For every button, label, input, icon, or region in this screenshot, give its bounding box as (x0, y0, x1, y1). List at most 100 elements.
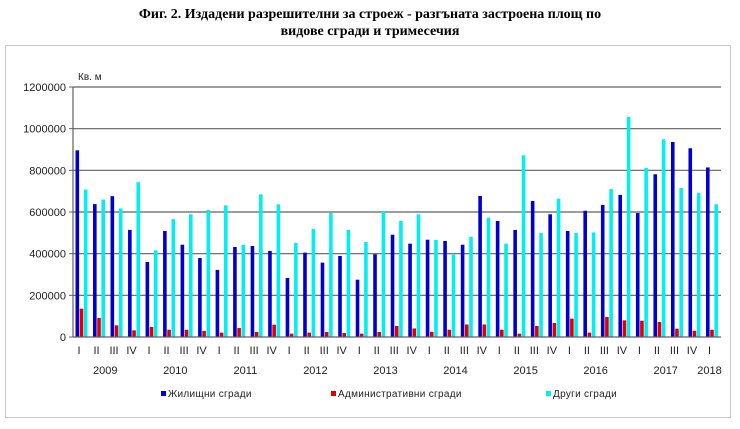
bar-other (451, 254, 456, 337)
bar-other (486, 217, 491, 338)
bar-other (504, 243, 508, 337)
bar-other (153, 250, 158, 337)
bar-other (83, 189, 88, 337)
bar-residential (320, 262, 325, 338)
bar-residential (250, 245, 255, 337)
legend-label: Административни сгради (338, 389, 462, 400)
bar-other (276, 204, 281, 337)
bar-residential (565, 230, 570, 337)
bar-administrative (675, 328, 679, 337)
bar-other (381, 210, 386, 337)
bar-administrative (692, 330, 697, 337)
x-year-label: 2010 (163, 365, 187, 377)
x-quarter-label: III (530, 345, 539, 357)
x-quarter-label: IV (336, 345, 347, 357)
bar-series (75, 117, 718, 338)
x-quarter-label: I (218, 345, 221, 357)
y-tick-label: 400000 (29, 249, 66, 261)
bar-other (399, 220, 403, 337)
bar-residential (408, 243, 412, 337)
bar-administrative (657, 322, 662, 337)
x-quarter-label: II (584, 345, 590, 357)
bar-residential (583, 210, 587, 337)
bar-administrative (377, 332, 382, 337)
legend-swatch (331, 391, 336, 396)
bar-administrative (202, 330, 206, 337)
x-quarter-label: IV (687, 345, 698, 357)
bar-residential (653, 174, 658, 337)
x-quarter-label: IV (547, 345, 558, 357)
bar-administrative (307, 332, 311, 338)
x-quarter-label: III (250, 345, 259, 357)
bar-other (521, 155, 526, 337)
bar-residential (338, 255, 342, 337)
bar-other (469, 236, 473, 337)
bar-residential (600, 204, 605, 337)
y-tick-label: 1200000 (23, 82, 66, 94)
bar-other (574, 233, 578, 337)
bar-residential (233, 247, 237, 337)
bar-administrative (254, 332, 259, 337)
bar-administrative (219, 332, 224, 338)
bar-administrative (482, 324, 487, 337)
bar-residential (373, 254, 377, 337)
bar-residential (688, 148, 693, 337)
bar-residential (495, 220, 500, 337)
y-tick-label: 0 (60, 332, 66, 344)
chart-title-line1: Фиг. 2. Издадени разрешителни за строеж … (138, 7, 602, 22)
bar-administrative (359, 333, 364, 337)
bar-administrative (394, 325, 399, 337)
bar-residential (670, 142, 675, 337)
bar-residential (548, 214, 552, 337)
bar-residential (285, 278, 290, 337)
bar-residential (460, 244, 465, 337)
bar-residential (128, 229, 132, 337)
bar-residential (513, 229, 517, 337)
x-quarter-label: I (358, 345, 361, 357)
bar-residential (180, 244, 185, 337)
bar-administrative (447, 329, 452, 337)
x-quarter-label: I (148, 345, 151, 357)
bar-residential (268, 250, 272, 337)
bar-other (241, 244, 246, 337)
bar-administrative (114, 325, 119, 337)
bar-other (329, 213, 333, 337)
bar-administrative (429, 331, 434, 337)
bar-administrative (710, 329, 714, 337)
bar-residential (390, 234, 395, 337)
bar-administrative (535, 325, 539, 337)
bar-residential (618, 194, 623, 337)
bar-other (714, 204, 718, 337)
bar-administrative (272, 324, 276, 337)
bar-administrative (412, 328, 417, 337)
bar-administrative (622, 320, 627, 337)
x-quarter-label: I (708, 345, 711, 357)
bar-residential (110, 196, 115, 337)
x-quarter-label: III (670, 345, 679, 357)
bar-other (434, 239, 438, 337)
x-quarter-label: III (109, 345, 118, 357)
x-quarter-label: III (390, 345, 399, 357)
x-axis-quarter-labels: I II III IV I II III IV I II III IV I II III IV I II III IV… (77, 345, 711, 357)
bar-administrative (552, 323, 557, 337)
x-quarter-label: II (444, 345, 450, 357)
x-quarter-label: IV (266, 345, 277, 357)
x-quarter-label: I (568, 345, 571, 357)
x-quarter-label: III (320, 345, 329, 357)
legend-label: Други сгради (553, 389, 617, 400)
chart-title: Фиг. 2. Издадени разрешителни за строеж … (0, 6, 740, 40)
bar-other (364, 242, 368, 337)
bar-administrative (342, 333, 346, 337)
legend: Жилищни сгради Административни сгради Друг… (161, 389, 617, 400)
x-quarter-label: I (77, 345, 80, 357)
x-year-label: 2016 (583, 365, 607, 377)
bar-other (136, 182, 141, 337)
x-quarter-label: II (374, 345, 380, 357)
x-quarter-label: II (304, 345, 310, 357)
x-axis-year-labels: 2009 2010 2011 2012 2013 2014 2015 2016 2017 2018 (93, 365, 722, 377)
bar-administrative (237, 328, 241, 337)
x-quarter-label: II (164, 345, 170, 357)
x-year-label: 2009 (93, 365, 117, 377)
bar-administrative (184, 329, 189, 337)
bar-administrative (97, 318, 101, 337)
